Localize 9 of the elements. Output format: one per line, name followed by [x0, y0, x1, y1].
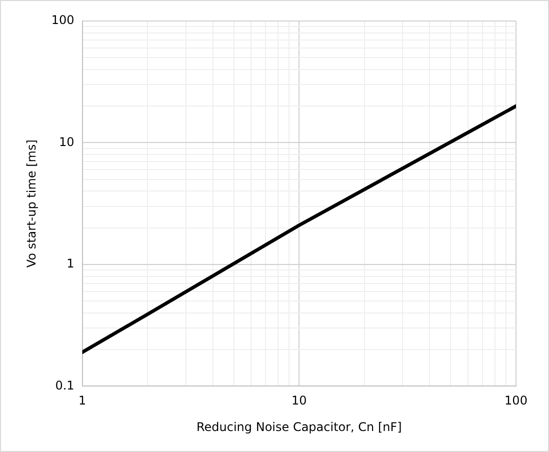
- y-tick-label: 0.1: [55, 378, 74, 392]
- y-tick-label: 1: [66, 256, 74, 271]
- x-tick-label: 10: [292, 394, 307, 408]
- y-tick-label: 100: [51, 13, 74, 28]
- y-tick-label: 10: [59, 134, 74, 149]
- x-axis-title: Reducing Noise Capacitor, Cn [nF]: [196, 420, 402, 434]
- x-tick-label: 1: [78, 394, 86, 408]
- y-axis-title: Vo start-up time [ms]: [24, 140, 38, 268]
- x-tick-label: 100: [504, 394, 528, 408]
